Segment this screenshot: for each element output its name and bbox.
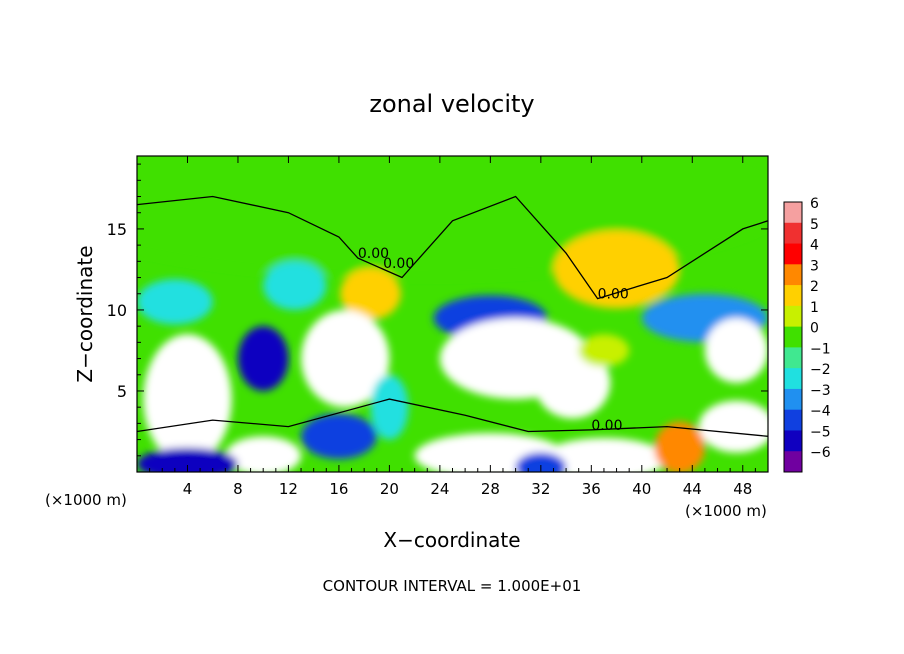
x-tick-label-28: 28 bbox=[481, 480, 500, 498]
x-tick-label-16: 16 bbox=[329, 480, 348, 498]
colorbar-swatch-8 bbox=[784, 368, 802, 390]
field-blob-19 bbox=[515, 452, 567, 472]
contour-label-1: 0.00 bbox=[383, 256, 414, 272]
field-blob-15 bbox=[225, 436, 302, 472]
colorbar-swatch-0 bbox=[784, 202, 802, 224]
field-blob-2 bbox=[340, 267, 401, 320]
x-tick-label-48: 48 bbox=[733, 480, 752, 498]
zero-contours bbox=[137, 195, 768, 437]
colorbar-label-9: −3 bbox=[810, 383, 831, 399]
colorbar-swatch-1 bbox=[784, 222, 802, 245]
colorbar-label-7: −1 bbox=[810, 341, 831, 357]
colorbar-swatch-7 bbox=[784, 347, 802, 369]
field-blob-1 bbox=[553, 230, 680, 309]
field-blob-21 bbox=[654, 421, 705, 472]
colorbar-swatch-10 bbox=[784, 409, 802, 431]
field-blob-6 bbox=[263, 261, 327, 310]
x-tick-label-20: 20 bbox=[380, 480, 399, 498]
colorbar-swatch-12 bbox=[784, 451, 802, 473]
x-tick-label-36: 36 bbox=[582, 480, 601, 498]
field-blob-11 bbox=[534, 347, 611, 419]
x-axis-ticks: 4 8 12 16 20 24 28 32 36 40 44 48 bbox=[149, 156, 756, 498]
velocity-field bbox=[137, 156, 768, 472]
field-blob-8 bbox=[237, 326, 289, 391]
colorbar-swatch-4 bbox=[784, 285, 802, 307]
field-blob-22 bbox=[370, 374, 409, 440]
x-tick-label-24: 24 bbox=[430, 480, 449, 498]
y-tick-label-10: 10 bbox=[107, 301, 127, 320]
field-blob-7 bbox=[143, 334, 232, 464]
chart-title: zonal velocity bbox=[369, 90, 534, 118]
x-tick-label-4: 4 bbox=[183, 480, 193, 498]
contour-labels: 0.000.000.000.00 bbox=[358, 246, 629, 434]
colorbar-frame bbox=[783, 201, 803, 473]
colorbar-swatch-5 bbox=[784, 305, 802, 328]
field-blob-18 bbox=[540, 437, 668, 472]
x-units-right: (×1000 m) bbox=[685, 502, 767, 520]
field-blob-20 bbox=[698, 400, 768, 453]
colorbar-label-5: 1 bbox=[810, 300, 819, 316]
colorbar-label-8: −2 bbox=[810, 362, 831, 378]
x-axis-label: X−coordinate bbox=[383, 528, 520, 552]
colorbar-swatch-9 bbox=[784, 388, 802, 411]
x-tick-label-32: 32 bbox=[531, 480, 550, 498]
colorbar-label-2: 4 bbox=[810, 238, 819, 254]
field-blob-0 bbox=[137, 156, 768, 278]
field-blob-3 bbox=[137, 279, 213, 325]
x-tick-label-44: 44 bbox=[683, 480, 702, 498]
y-axis-ticks: 5 10 15 bbox=[107, 163, 768, 457]
field-blob-13 bbox=[704, 318, 768, 383]
zero-contour-0 bbox=[137, 195, 768, 300]
colorbar-swatch-11 bbox=[784, 430, 802, 452]
x-tick-label-12: 12 bbox=[279, 480, 298, 498]
colorbar-swatch-2 bbox=[784, 243, 802, 265]
x-tick-label-40: 40 bbox=[632, 480, 651, 498]
contour-label-2: 0.00 bbox=[598, 287, 629, 303]
y-tick-label-5: 5 bbox=[117, 382, 127, 401]
y-axis-label: Z−coordinate bbox=[73, 245, 97, 382]
field-blob-12 bbox=[578, 334, 630, 367]
colorbar-swatch-6 bbox=[784, 326, 802, 348]
field-blob-16 bbox=[137, 447, 238, 472]
y-tick-label-15: 15 bbox=[107, 220, 127, 239]
contour-label-3: 0.00 bbox=[591, 418, 622, 434]
colorbar: 6 5 4 3 2 1 0 −1 −2 −3 −4 −5 −6 bbox=[783, 196, 831, 473]
colorbar-label-0: 6 bbox=[810, 196, 819, 212]
x-units-left: (×1000 m) bbox=[45, 491, 127, 509]
colorbar-label-4: 2 bbox=[810, 279, 819, 295]
colorbar-swatch-3 bbox=[784, 264, 802, 286]
zero-contour-1 bbox=[137, 398, 768, 437]
contour-interval-note: CONTOUR INTERVAL = 1.000E+01 bbox=[323, 577, 582, 595]
colorbar-label-12: −6 bbox=[810, 445, 831, 461]
plot-area bbox=[137, 156, 768, 472]
colorbar-label-11: −5 bbox=[810, 424, 831, 440]
colorbar-label-10: −4 bbox=[810, 404, 831, 420]
x-tick-label-8: 8 bbox=[233, 480, 243, 498]
contour-label-0: 0.00 bbox=[358, 246, 389, 262]
field-blob-14 bbox=[301, 413, 377, 460]
colorbar-label-1: 5 bbox=[810, 217, 819, 233]
colorbar-label-6: 0 bbox=[810, 321, 819, 337]
field-blob-9 bbox=[301, 309, 390, 408]
colorbar-label-3: 3 bbox=[810, 258, 819, 274]
